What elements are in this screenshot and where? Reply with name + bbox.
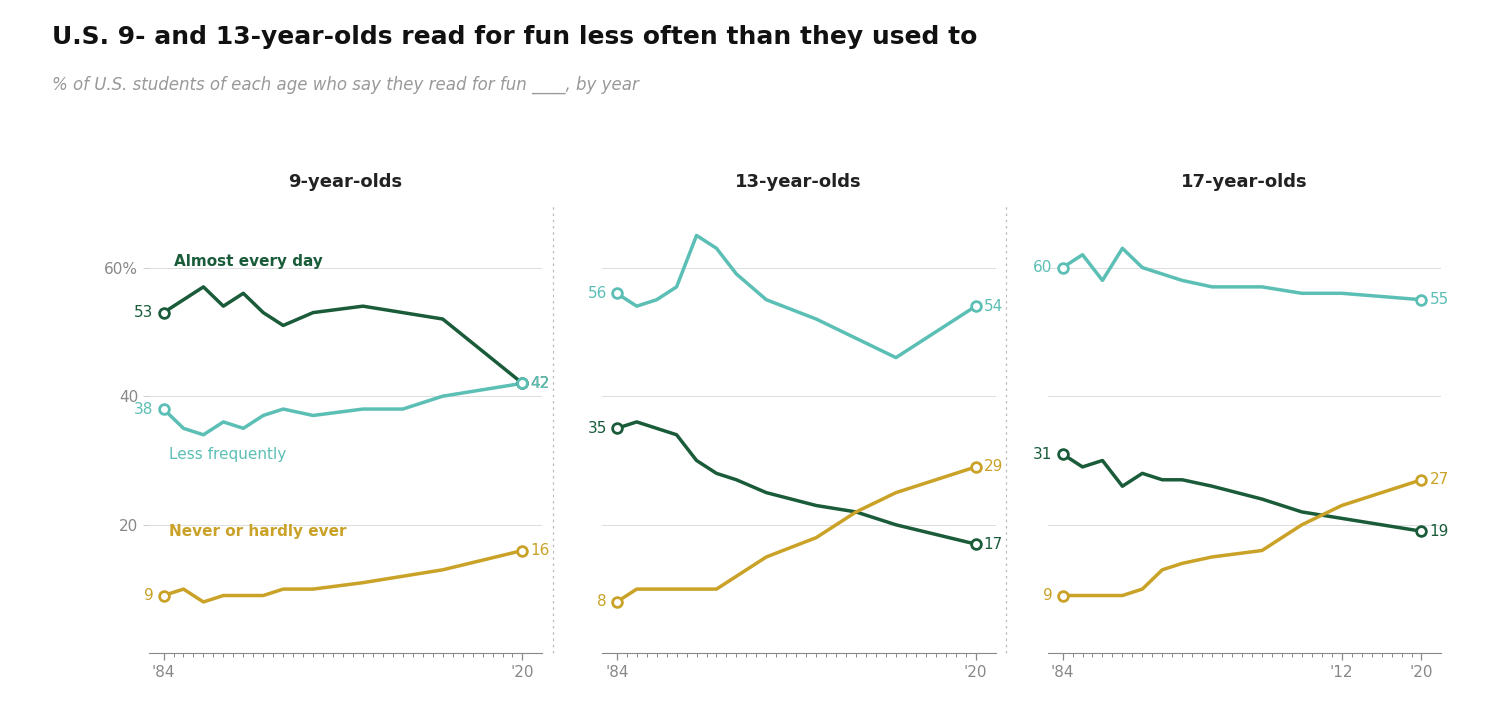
Text: Almost every day: Almost every day — [174, 253, 322, 269]
Text: 42: 42 — [531, 376, 550, 391]
Text: 16: 16 — [531, 543, 550, 558]
Text: 55: 55 — [1430, 293, 1449, 307]
Text: 9: 9 — [144, 588, 153, 603]
Text: 9: 9 — [1043, 588, 1052, 603]
Text: 17: 17 — [984, 537, 1003, 552]
Text: 29: 29 — [984, 460, 1003, 474]
Text: 60: 60 — [1033, 260, 1052, 275]
Text: % of U.S. students of each age who say they read for fun ____, by year: % of U.S. students of each age who say t… — [52, 76, 639, 94]
Text: 8: 8 — [597, 595, 606, 609]
Text: 56: 56 — [587, 286, 606, 301]
Text: 31: 31 — [1033, 446, 1052, 462]
Text: 42: 42 — [531, 376, 550, 391]
Title: 9-year-olds: 9-year-olds — [288, 173, 403, 191]
Text: Never or hardly ever: Never or hardly ever — [168, 523, 346, 539]
Text: Less frequently: Less frequently — [168, 446, 285, 462]
Text: U.S. 9- and 13-year-olds read for fun less often than they used to: U.S. 9- and 13-year-olds read for fun le… — [52, 25, 978, 49]
Text: 19: 19 — [1430, 523, 1449, 539]
Text: 35: 35 — [587, 421, 606, 436]
Title: 17-year-olds: 17-year-olds — [1181, 173, 1308, 191]
Title: 13-year-olds: 13-year-olds — [736, 173, 862, 191]
Text: 38: 38 — [134, 401, 153, 417]
Text: 53: 53 — [134, 305, 153, 320]
Text: 54: 54 — [984, 298, 1003, 314]
Text: 27: 27 — [1430, 473, 1449, 487]
